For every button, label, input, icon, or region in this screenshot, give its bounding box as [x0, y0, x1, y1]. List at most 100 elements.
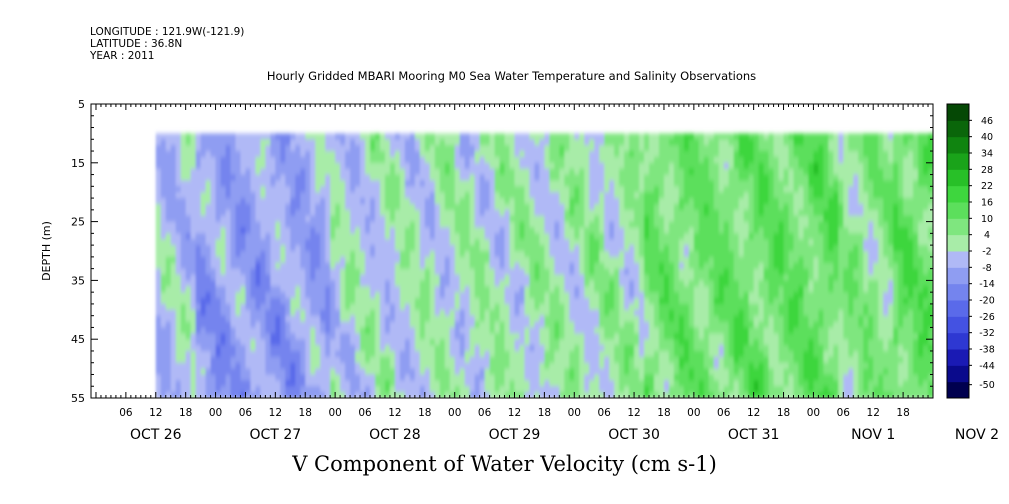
heatmap-cell	[504, 386, 511, 393]
heatmap-cell	[474, 151, 481, 158]
heatmap-cell	[265, 286, 271, 293]
heatmap-cell	[290, 174, 296, 182]
heatmap-cell	[340, 274, 346, 281]
heatmap-cell	[325, 239, 331, 246]
heatmap-cell	[250, 180, 257, 187]
heatmap-cell	[379, 174, 386, 182]
heatmap-cell	[275, 268, 281, 276]
heatmap-cell	[160, 145, 167, 152]
heatmap-cell	[325, 209, 331, 217]
heatmap-cell	[379, 362, 386, 370]
heatmap-cell	[190, 298, 197, 305]
heatmap-cell	[355, 274, 361, 281]
heatmap-cell	[265, 198, 271, 205]
heatmap-cell	[634, 233, 640, 240]
heatmap-cell	[688, 151, 695, 158]
heatmap-cell	[379, 380, 386, 387]
heatmap-cell	[703, 139, 710, 146]
heatmap-cell	[599, 251, 605, 258]
heatmap-cell	[589, 162, 595, 170]
heatmap-cell	[155, 233, 162, 240]
heatmap-cell	[165, 168, 172, 176]
heatmap-cell	[594, 186, 600, 193]
heatmap-cell	[479, 239, 486, 246]
heatmap-cell	[529, 245, 536, 252]
heatmap-cell	[285, 292, 291, 299]
heatmap-cell	[424, 245, 431, 252]
heatmap-cell	[649, 350, 655, 358]
heatmap-cell	[210, 251, 217, 258]
heatmap-cell	[663, 262, 670, 270]
heatmap-cell	[534, 350, 540, 358]
heatmap-cell	[564, 203, 570, 211]
heatmap-cell	[484, 239, 491, 246]
heatmap-cell	[589, 345, 595, 352]
heatmap-cell	[305, 256, 311, 264]
heatmap-cell	[539, 303, 545, 311]
heatmap-cell	[624, 315, 630, 323]
heatmap-cell	[529, 327, 536, 334]
heatmap-cell	[325, 133, 331, 140]
heatmap-cell	[519, 198, 526, 205]
heatmap-cell	[639, 392, 645, 398]
heatmap-cell	[434, 156, 441, 164]
heatmap-cell	[678, 180, 685, 187]
heatmap-cell	[554, 333, 560, 340]
heatmap-cell	[494, 180, 501, 187]
heatmap-cell	[185, 180, 192, 187]
heatmap-cell	[703, 233, 710, 240]
heatmap-cell	[230, 192, 237, 199]
heatmap-cell	[639, 239, 645, 246]
heatmap-cell	[360, 327, 366, 334]
heatmap-cell	[185, 392, 192, 398]
heatmap-cell	[379, 198, 386, 205]
heatmap-cell	[320, 139, 326, 146]
heatmap-cell	[444, 262, 451, 270]
heatmap-cell	[524, 221, 531, 229]
heatmap-cell	[668, 227, 675, 234]
heatmap-cell	[574, 327, 580, 334]
heatmap-cell	[250, 392, 257, 398]
heatmap-cell	[340, 151, 346, 158]
heatmap-cell	[220, 251, 227, 258]
heatmap-cell	[315, 303, 321, 311]
heatmap-cell	[220, 221, 227, 229]
heatmap-cell	[579, 174, 585, 182]
heatmap-cell	[519, 180, 526, 187]
heatmap-cell	[579, 356, 585, 364]
heatmap-cell	[275, 321, 281, 329]
heatmap-cell	[544, 192, 550, 199]
heatmap-cell	[639, 374, 645, 381]
heatmap-cell	[519, 151, 526, 158]
heatmap-cell	[599, 303, 605, 311]
heatmap-cell	[584, 380, 590, 387]
heatmap-cell	[300, 356, 306, 364]
heatmap-cell	[579, 162, 585, 170]
heatmap-cell	[693, 345, 700, 352]
heatmap-cell	[653, 274, 660, 281]
heatmap-cell	[230, 345, 237, 352]
heatmap-cell	[624, 321, 630, 329]
heatmap-cell	[624, 303, 630, 311]
heatmap-cell	[300, 292, 306, 299]
heatmap-cell	[474, 180, 481, 187]
heatmap-cell	[389, 151, 396, 158]
heatmap-cell	[554, 286, 560, 293]
heatmap-cell	[658, 380, 665, 387]
heatmap-cell	[180, 274, 187, 281]
heatmap-cell	[459, 274, 466, 281]
heatmap-cell	[190, 303, 197, 311]
heatmap-cell	[305, 350, 311, 358]
heatmap-cell	[539, 227, 545, 234]
heatmap-cell	[459, 286, 466, 293]
heatmap-cell	[559, 303, 565, 311]
heatmap-cell	[489, 192, 496, 199]
heatmap-cell	[599, 392, 605, 398]
heatmap-cell	[569, 368, 575, 376]
heatmap-cell	[604, 333, 610, 340]
heatmap-cell	[559, 321, 565, 329]
heatmap-cell	[668, 286, 675, 293]
heatmap-cell	[370, 362, 376, 370]
heatmap-cell	[330, 203, 336, 211]
heatmap-cell	[439, 192, 446, 199]
